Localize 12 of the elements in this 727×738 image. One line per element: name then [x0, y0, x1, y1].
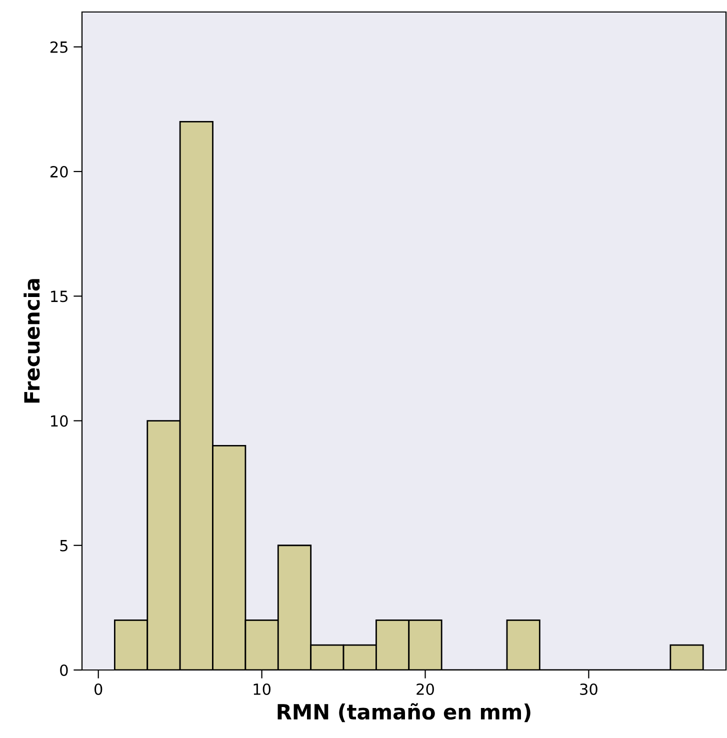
x-tick-label: 20: [416, 683, 434, 696]
y-axis-title: Frecuencia: [24, 279, 40, 403]
x-axis-title: RMN (tamaño en mm): [278, 703, 530, 722]
y-tick-label: 5: [60, 540, 68, 552]
y-tick-label: 15: [51, 290, 68, 302]
y-tick-label: 10: [51, 415, 68, 427]
x-tick-label: 30: [580, 683, 598, 696]
y-tick-label: 20: [50, 166, 68, 178]
y-tick-label: 25: [50, 41, 68, 53]
x-tick-label: 0: [94, 683, 102, 696]
y-tick-label: 0: [60, 664, 68, 676]
x-tick-label: 10: [254, 683, 271, 696]
